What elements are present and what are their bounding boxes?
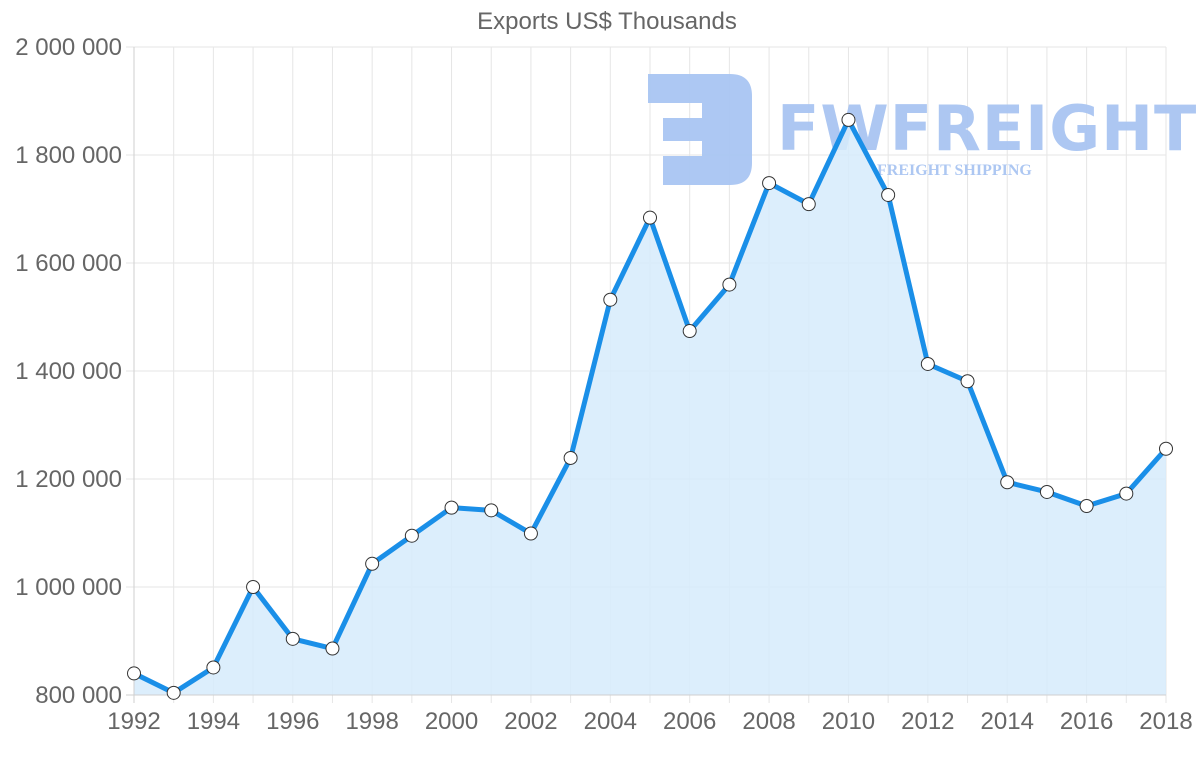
data-point-2007 [722,277,737,292]
data-point-1999 [404,528,419,543]
data-point-2012 [920,356,935,371]
data-point-2015 [1039,484,1054,499]
data-point-2017 [1119,486,1134,501]
x-tick-label: 2012 [901,708,954,735]
y-tick-label: 800 000 [35,682,122,709]
y-tick-label: 1 800 000 [15,142,122,169]
data-point-2001 [484,503,499,518]
watermark-tagline: FREIGHT SHIPPING [877,162,1032,179]
y-tick-label: 1 400 000 [15,358,122,385]
data-point-1995 [246,580,261,594]
data-point-1994 [206,660,221,675]
data-point-1992 [127,666,141,681]
data-point-2003 [563,450,578,465]
x-tick-label: 2002 [504,708,557,735]
data-point-2014 [1000,475,1015,490]
data-point-2000 [444,500,459,515]
y-tick-label: 1 000 000 [15,574,122,601]
y-tick-label: 1 200 000 [15,466,122,493]
x-tick-label: 2008 [742,708,795,735]
y-tick-label: 2 000 000 [15,34,122,61]
x-tick-label: 2006 [663,708,716,735]
data-point-2005 [643,210,657,225]
y-tick-label: 1 600 000 [15,250,122,277]
data-point-1997 [325,641,340,656]
x-tick-label: 1996 [266,708,319,735]
x-tick-label: 2004 [584,708,637,735]
watermark-logo-icon [648,74,752,185]
watermark: FWFREIGHT FREIGHT SHIPPING [648,74,1196,185]
data-point-2013 [960,374,975,389]
data-point-1996 [285,631,300,646]
data-point-2018 [1159,441,1173,456]
data-point-2011 [881,187,896,202]
chart-title: Exports US$ Thousands [477,8,737,35]
data-point-2004 [603,292,618,307]
x-tick-label: 2010 [822,708,875,735]
data-point-2010 [841,112,856,127]
data-points [127,112,1173,700]
x-tick-label: 2016 [1060,708,1113,735]
x-tick-label: 2000 [425,708,478,735]
x-tick-label: 1994 [187,708,240,735]
axes [126,47,1166,703]
data-point-2016 [1079,499,1094,513]
x-tick-label: 1998 [345,708,398,735]
x-tick-label: 2014 [981,708,1034,735]
data-point-2008 [762,176,777,191]
x-tick-label: 2018 [1139,708,1192,735]
data-point-2009 [801,197,816,212]
x-tick-label: 1992 [107,708,160,735]
x-axis-labels: 1992 1994 1996 1998 2000 2002 2004 2006 2008 2010… [107,708,1192,735]
y-axis-labels: 800 000 1 000 000 1 200 000 1 400 000 1 600 … [15,34,122,709]
data-point-1993 [166,685,181,700]
data-point-2006 [682,324,697,339]
data-point-2002 [523,526,538,541]
data-point-1998 [365,556,380,571]
